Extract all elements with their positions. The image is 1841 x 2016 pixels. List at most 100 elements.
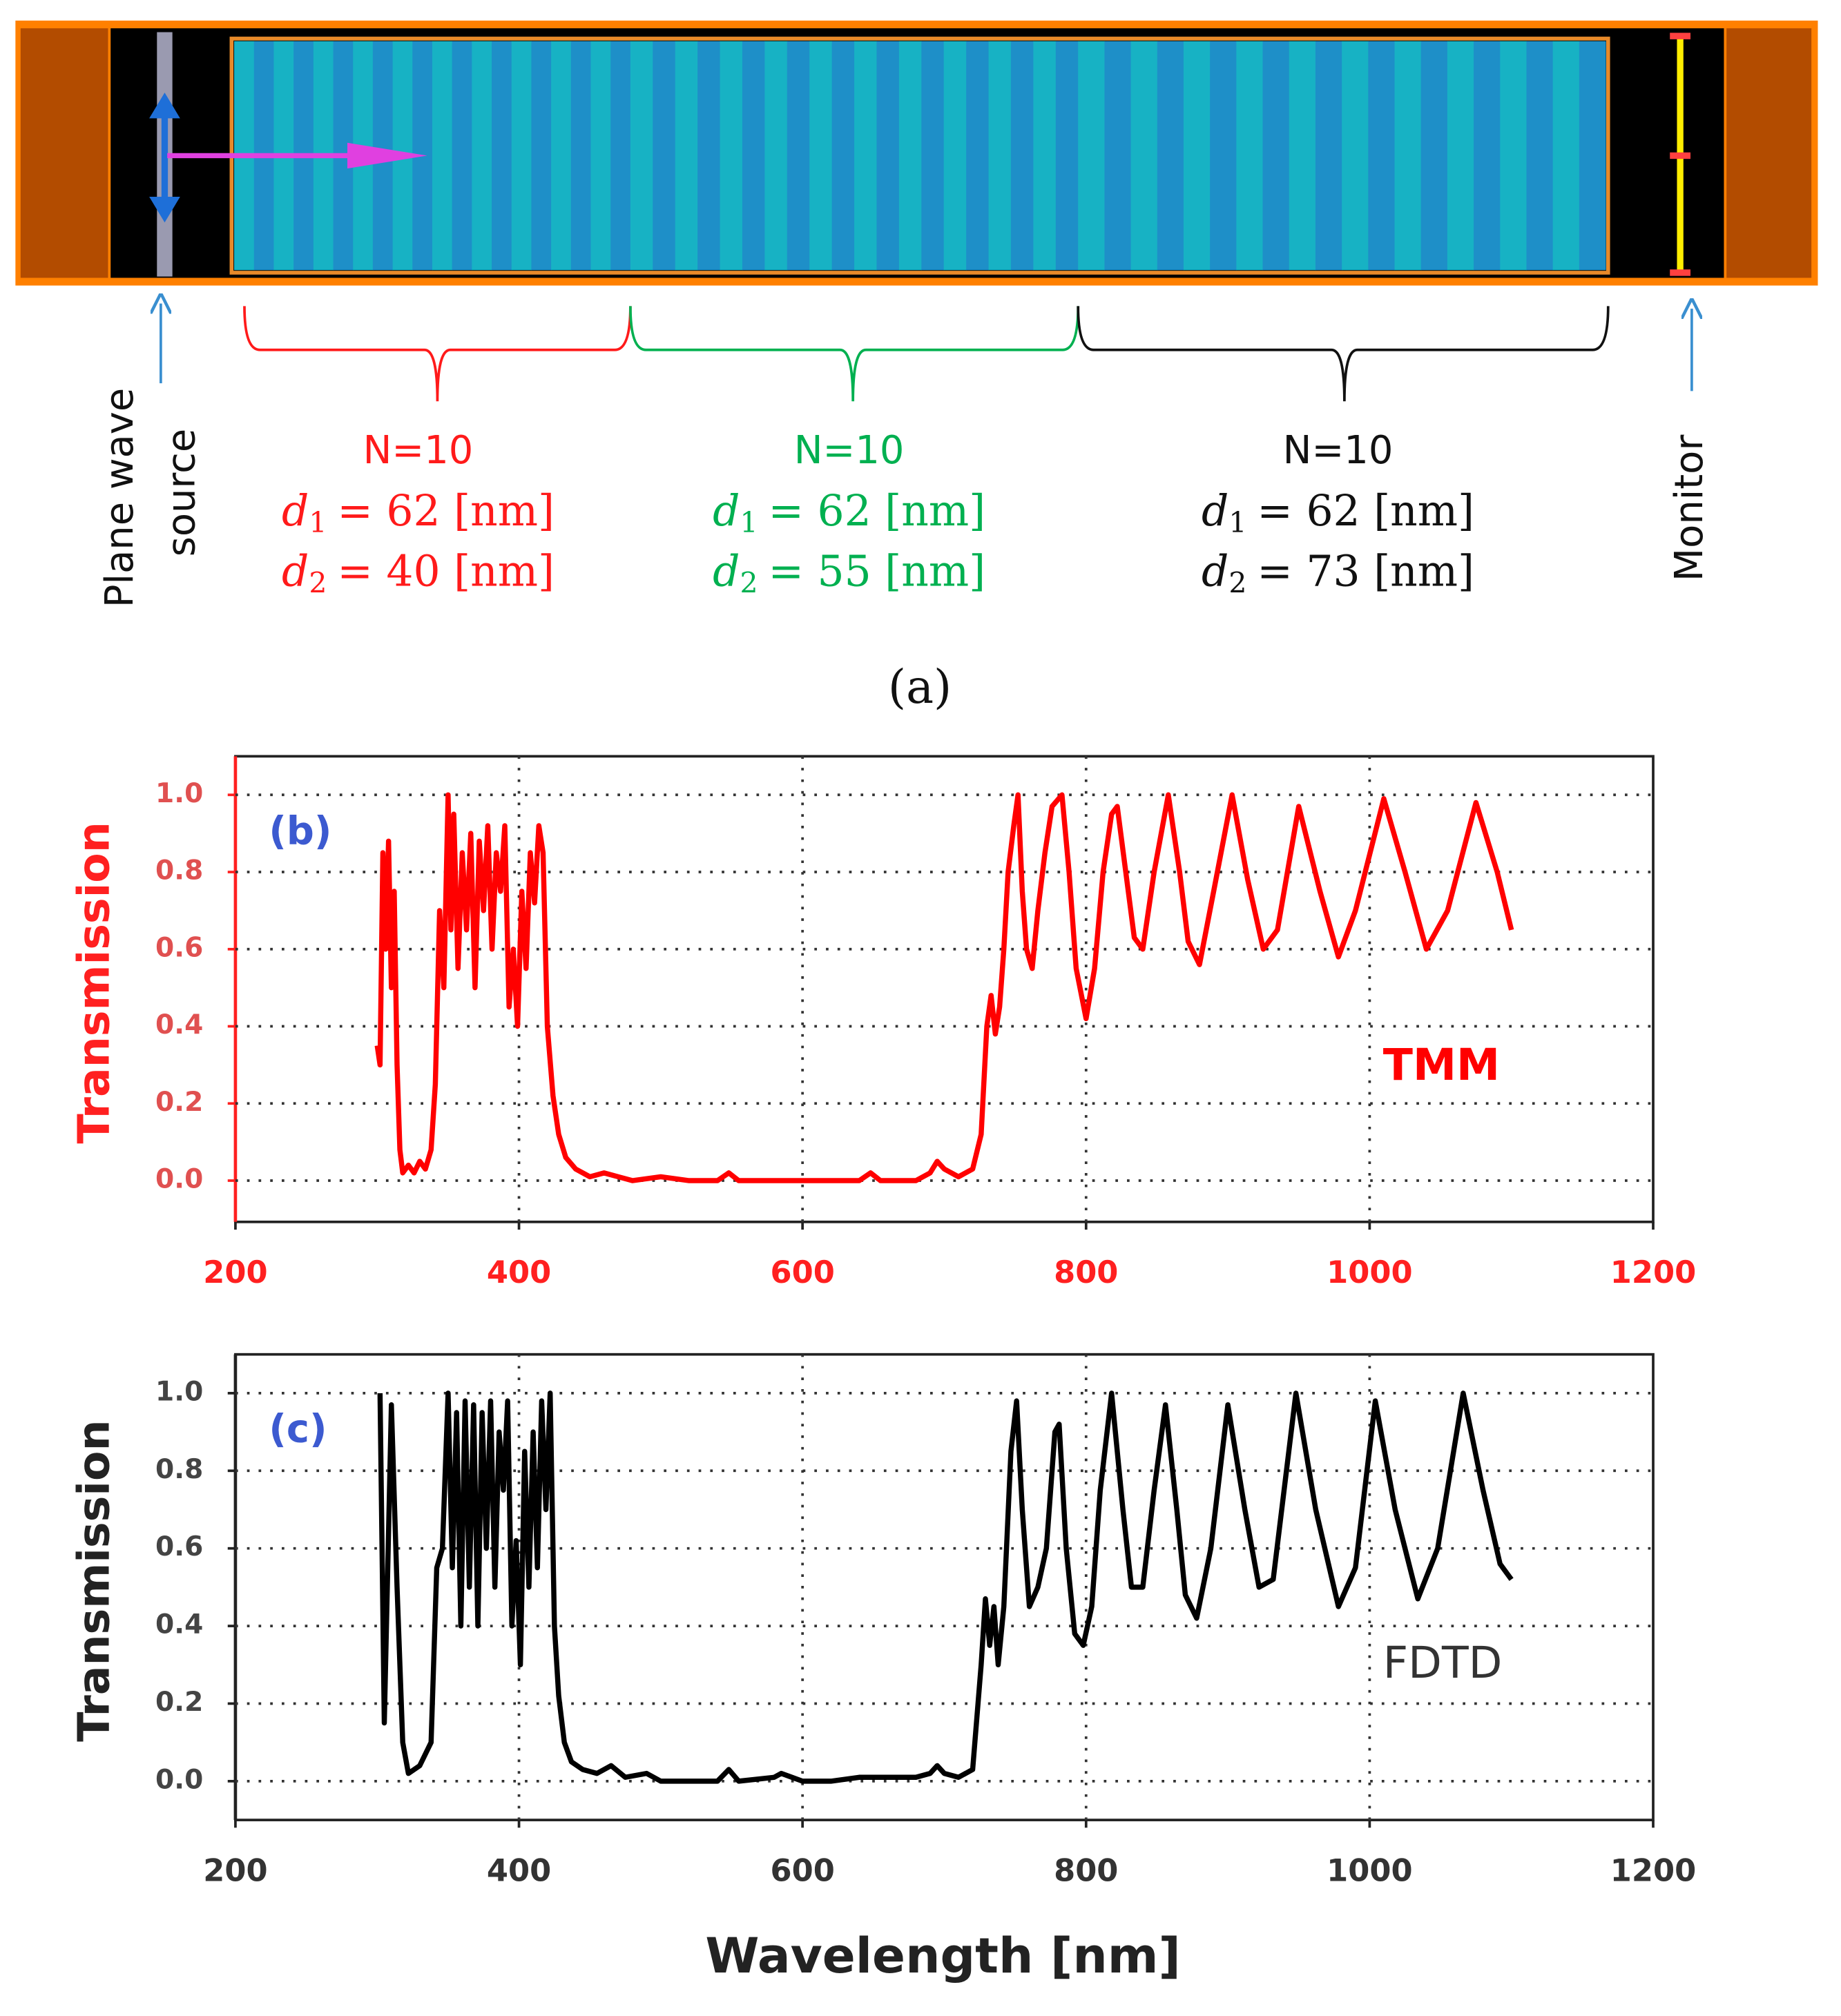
y-tick-label: 0.0 xyxy=(155,1764,203,1795)
layer xyxy=(809,41,833,271)
subscript: 2 xyxy=(740,566,758,599)
layer xyxy=(492,41,512,271)
x-tick-label: 200 xyxy=(203,1852,267,1888)
y-tick-label: 0.8 xyxy=(155,855,203,886)
brace xyxy=(243,306,632,402)
symbol: d xyxy=(713,547,740,597)
layer xyxy=(1420,41,1448,271)
layer xyxy=(876,41,900,271)
thickness: d2 = 55 [nm] xyxy=(713,547,985,599)
layer xyxy=(1526,41,1554,271)
layer xyxy=(697,41,721,271)
symbol: d xyxy=(713,487,740,536)
thickness: d2 = 73 [nm] xyxy=(1202,547,1474,599)
x-tick-label: 400 xyxy=(487,1852,551,1888)
y-tick-label: 0.0 xyxy=(155,1164,203,1195)
layer xyxy=(1579,41,1606,271)
y-tick-label: 0.2 xyxy=(155,1687,203,1718)
symbol: d xyxy=(1202,487,1228,536)
x-tick-label: 1200 xyxy=(1610,1254,1696,1290)
section-count: N=10 xyxy=(1283,428,1394,473)
value: = 40 [nm] xyxy=(337,547,555,597)
layer xyxy=(1368,41,1396,271)
layer xyxy=(787,41,810,271)
layer xyxy=(432,41,453,271)
layer xyxy=(854,41,878,271)
y-tick-label: 0.8 xyxy=(155,1454,203,1485)
brace xyxy=(1077,306,1610,402)
x-tick-label: 1000 xyxy=(1327,1254,1412,1290)
source-label: source xyxy=(160,429,204,557)
section-count: N=10 xyxy=(794,428,905,473)
x-tick-label: 600 xyxy=(770,1254,834,1290)
x-tick-label: 1200 xyxy=(1610,1852,1696,1888)
multilayer xyxy=(234,41,1606,271)
layer xyxy=(653,41,676,271)
symbol: d xyxy=(1202,547,1228,597)
panel-label: (b) xyxy=(269,808,331,853)
y-axis-label: Transmission xyxy=(68,1419,119,1741)
y-tick-label: 0.2 xyxy=(155,1087,203,1118)
x-tick-label: 400 xyxy=(487,1254,551,1290)
thickness: d1 = 62 [nm] xyxy=(1202,487,1474,539)
thickness: d1 = 62 [nm] xyxy=(713,487,985,539)
value: = 62 [nm] xyxy=(1257,487,1474,536)
layer xyxy=(1552,41,1580,271)
layer xyxy=(1078,41,1105,271)
y-tick-label: 0.4 xyxy=(155,1009,203,1040)
device xyxy=(15,20,1818,286)
monitor-marks xyxy=(1670,32,1691,276)
left-pml xyxy=(20,28,108,278)
thickness: d1 = 62 [nm] xyxy=(282,487,555,539)
layer xyxy=(1210,41,1237,271)
symbol: d xyxy=(282,547,309,597)
layer xyxy=(570,41,592,271)
layer xyxy=(1394,41,1422,271)
layer xyxy=(1447,41,1474,271)
layer xyxy=(452,41,472,271)
value: = 73 [nm] xyxy=(1257,547,1474,597)
layer xyxy=(531,41,552,271)
section-count: N=10 xyxy=(363,428,474,473)
layer xyxy=(551,41,572,271)
layer xyxy=(1474,41,1501,271)
layer xyxy=(1500,41,1527,271)
layer xyxy=(1289,41,1316,271)
x-tick-label: 600 xyxy=(770,1852,834,1888)
thickness: d2 = 40 [nm] xyxy=(282,547,555,599)
x-axis-label: Wavelength [nm] xyxy=(705,1927,1181,1984)
x-tick-label: 1000 xyxy=(1327,1852,1412,1888)
subscript: 1 xyxy=(740,506,758,539)
layer xyxy=(1033,41,1057,271)
symbol: d xyxy=(282,487,309,536)
layer xyxy=(921,41,945,271)
caption: (a) xyxy=(888,660,952,714)
layer xyxy=(1315,41,1342,271)
layer xyxy=(1262,41,1290,271)
series-label: FDTD xyxy=(1383,1637,1503,1688)
layer xyxy=(630,41,653,271)
x-tick-label: 800 xyxy=(1054,1852,1118,1888)
y-tick-label: 0.6 xyxy=(155,1531,203,1562)
subscript: 2 xyxy=(1228,566,1246,599)
layer xyxy=(675,41,698,271)
y-tick-label: 0.6 xyxy=(155,932,203,963)
propagation-head xyxy=(347,142,427,169)
layer xyxy=(610,41,631,271)
y-tick-label: 1.0 xyxy=(155,778,203,809)
layer xyxy=(742,41,765,271)
series-line xyxy=(377,1390,1514,1784)
layer xyxy=(1236,41,1264,271)
subscript: 1 xyxy=(309,506,327,539)
layer xyxy=(1183,41,1211,271)
x-tick-label: 200 xyxy=(203,1254,267,1290)
layer xyxy=(1342,41,1369,271)
layer xyxy=(831,41,855,271)
y-axis-label: Transmission xyxy=(68,822,119,1143)
value: = 62 [nm] xyxy=(337,487,555,536)
layer xyxy=(988,41,1012,271)
layer xyxy=(966,41,990,271)
panel-label: (c) xyxy=(269,1407,327,1452)
